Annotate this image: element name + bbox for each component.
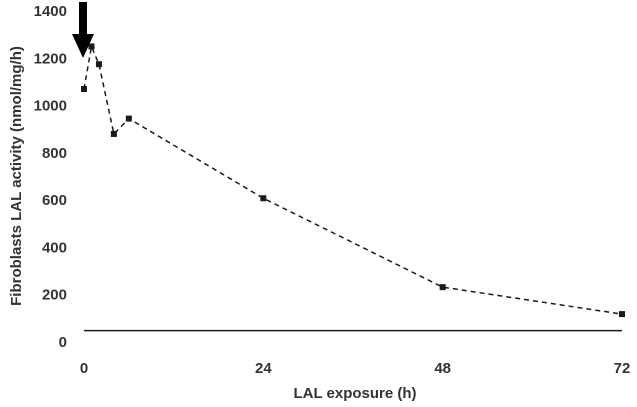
x-tick-label: 0	[80, 360, 88, 377]
data-point	[125, 115, 132, 122]
data-markers	[81, 43, 625, 318]
y-tick-label: 1400	[34, 3, 67, 20]
x-tick-label: 24	[255, 360, 272, 377]
y-tick-label: 0	[59, 334, 67, 351]
data-point	[619, 311, 625, 318]
y-tick-label: 800	[42, 145, 67, 162]
y-axis-ticks: 0 200 400 600 800 1000 1200 1400	[34, 3, 67, 351]
y-tick-label: 1000	[34, 98, 67, 115]
arrow-shaft	[79, 2, 87, 36]
data-point	[88, 43, 95, 50]
data-point	[439, 284, 446, 291]
data-point	[95, 61, 102, 68]
x-tick-label: 48	[434, 360, 451, 377]
y-axis-label: Fibroblasts LAL activity (nmol/mg/h)	[8, 46, 25, 306]
y-tick-label: 400	[42, 239, 67, 256]
y-tick-label: 1200	[34, 50, 67, 67]
data-point	[81, 86, 87, 93]
x-tick-label: 72	[614, 360, 631, 377]
x-axis-ticks: 0 24 48 72	[80, 360, 631, 377]
arrow-head	[72, 34, 94, 58]
y-tick-label: 600	[42, 192, 67, 209]
x-axis-label: LAL exposure (h)	[293, 385, 416, 402]
down-arrow-annotation	[72, 2, 94, 58]
series-line	[83, 43, 623, 315]
data-point	[110, 130, 117, 137]
data-point	[260, 195, 267, 202]
y-tick-label: 200	[42, 287, 67, 304]
